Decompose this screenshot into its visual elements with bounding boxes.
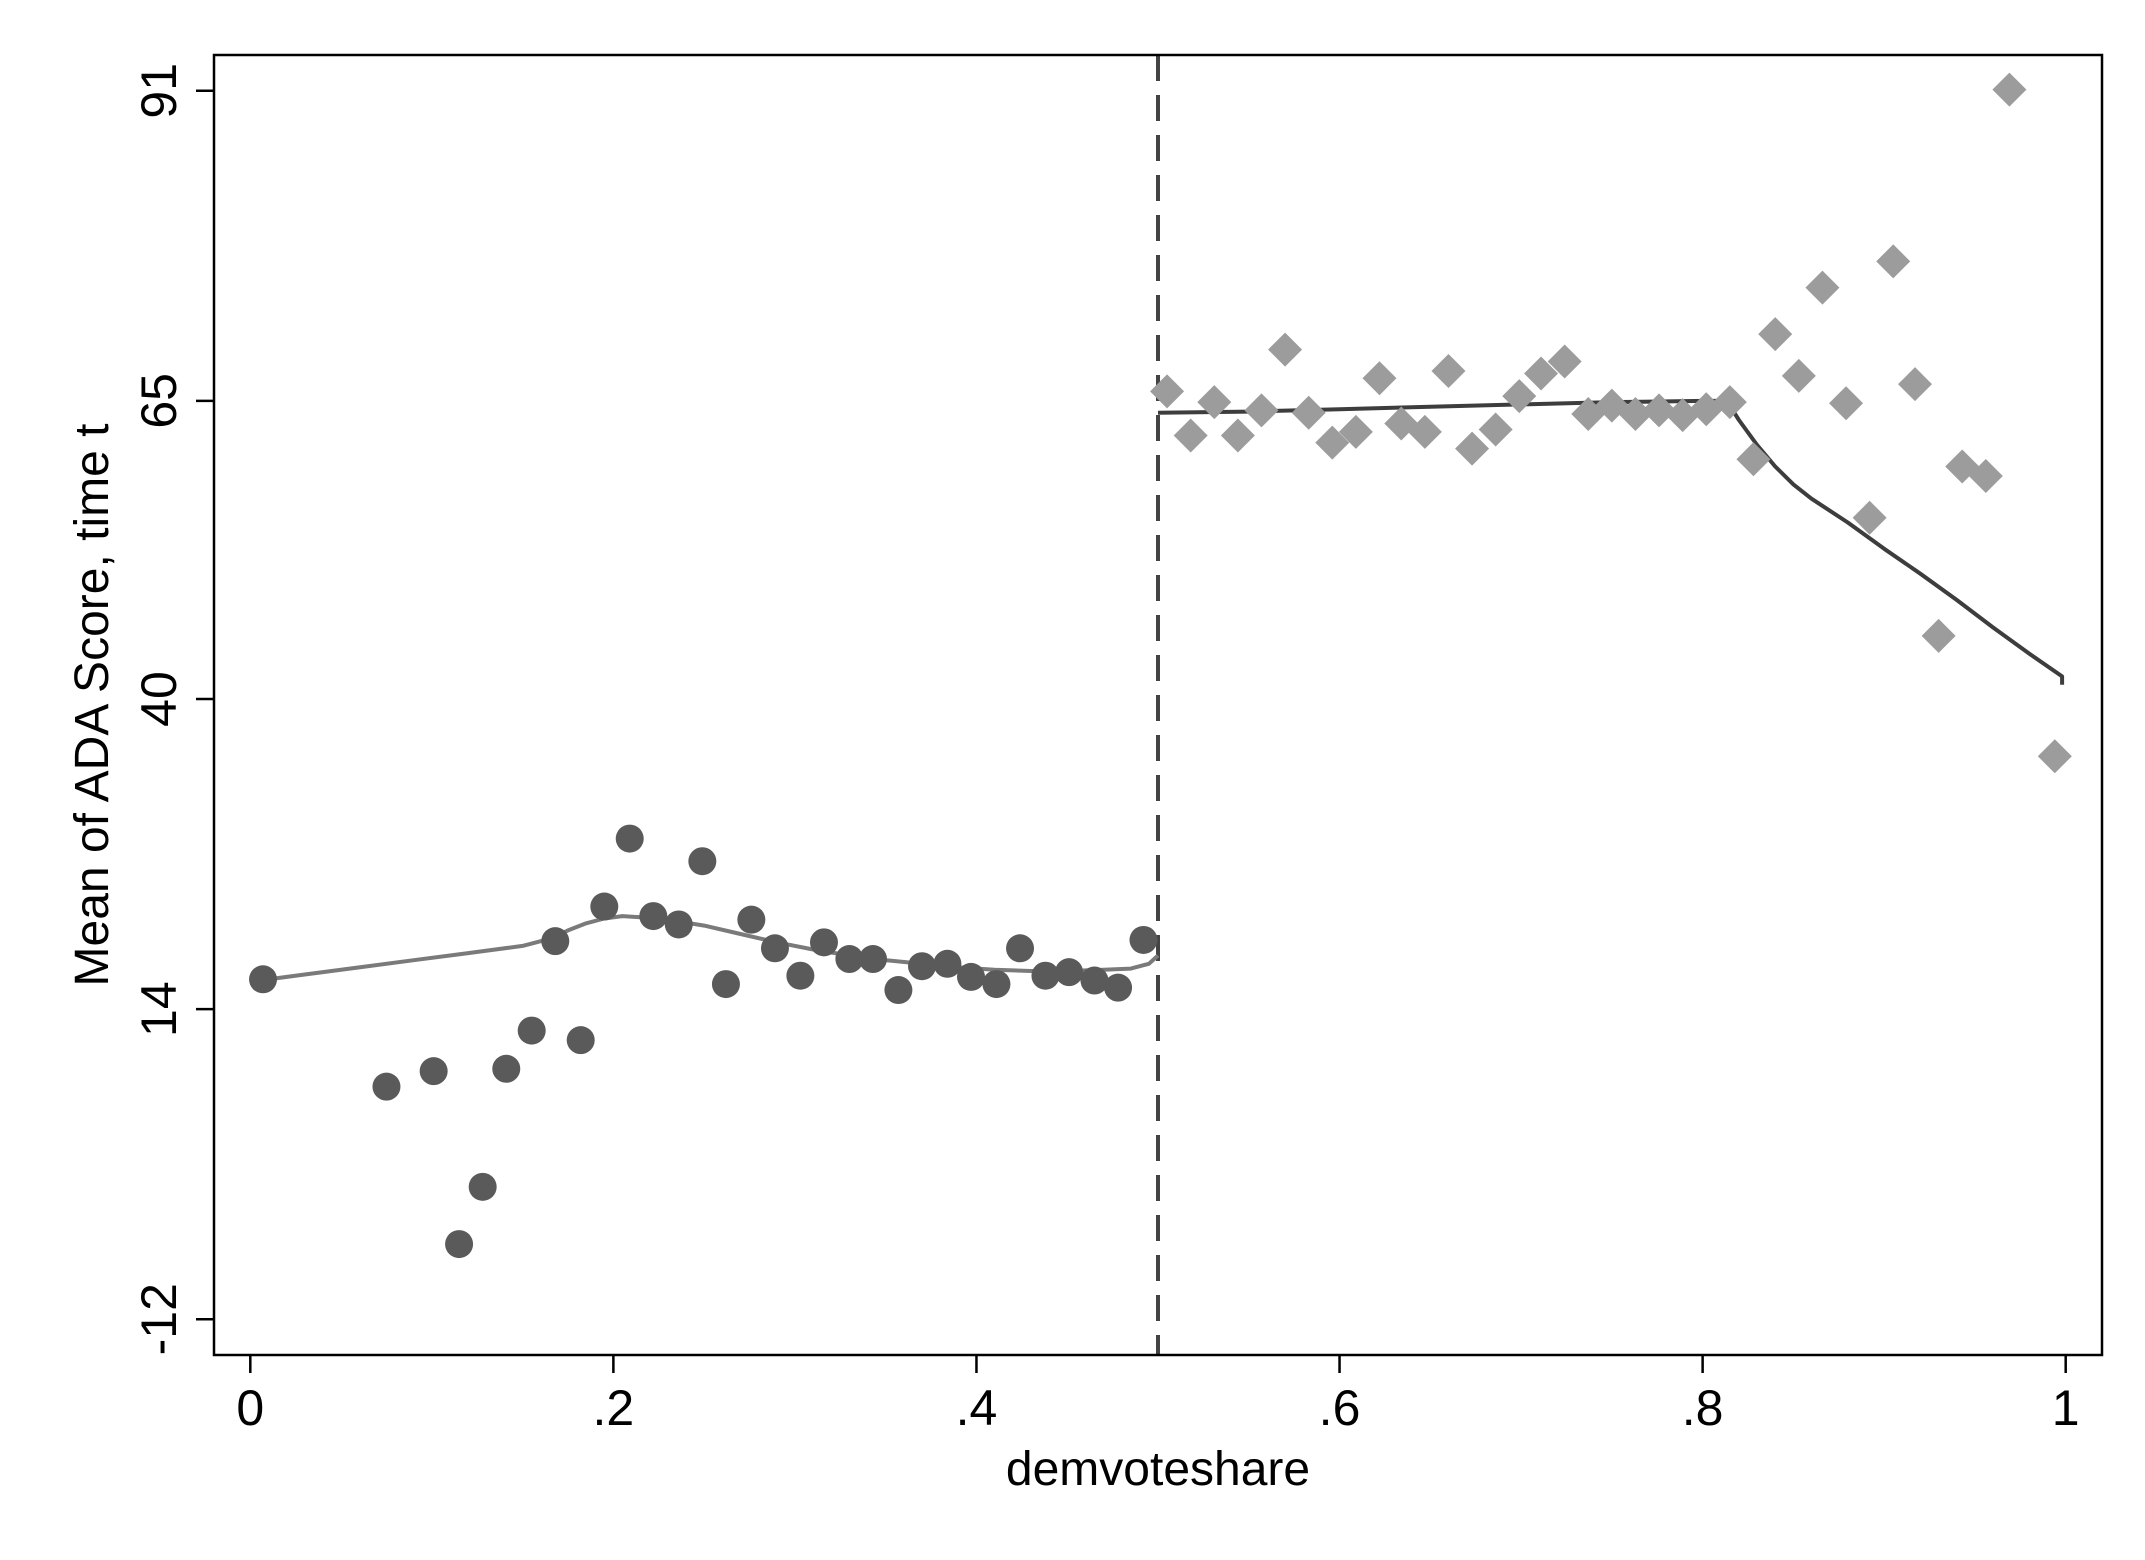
y-tick-label: 65: [131, 373, 187, 429]
scatter-point-circle: [372, 1072, 401, 1101]
scatter-point-diamond: [1876, 244, 1911, 279]
scatter-point-circle: [1129, 925, 1158, 954]
scatter-point-circle: [982, 970, 1011, 999]
scatter-point-circle: [1055, 958, 1084, 987]
scatter-point-circle: [1080, 966, 1109, 995]
x-tick-label: 0: [236, 1380, 264, 1436]
scatter-point-circle: [908, 952, 936, 981]
scatter-point-diamond: [1712, 385, 1747, 420]
scatter-point-diamond: [2037, 739, 2072, 774]
scatter-point-circle: [711, 970, 740, 999]
y-tick-label: 91: [131, 63, 187, 119]
scatter-point-diamond: [1758, 317, 1793, 352]
scatter-point-circle: [957, 962, 986, 991]
scatter-point-diamond: [1431, 354, 1466, 389]
x-tick-label: .8: [1682, 1380, 1724, 1436]
scatter-point-diamond: [1455, 431, 1490, 466]
y-tick-label: 14: [131, 981, 187, 1037]
scatter-point-diamond: [1736, 442, 1771, 477]
x-tick-label: .2: [593, 1380, 635, 1436]
scatter-point-diamond: [1315, 425, 1350, 460]
scatter-point-circle: [786, 961, 815, 990]
scatter-point-diamond: [1173, 418, 1208, 453]
scatter-point-diamond: [1524, 356, 1559, 391]
scatter-point-diamond: [1992, 72, 2027, 107]
scatter-point-diamond: [1665, 398, 1700, 433]
scatter-point-diamond: [1642, 393, 1677, 428]
scatter-point-circle: [590, 892, 619, 921]
scatter-point-circle: [1006, 934, 1035, 963]
scatter-point-diamond: [1852, 500, 1887, 535]
scatter-point-circle: [517, 1016, 546, 1045]
scatter-point-circle: [835, 945, 864, 974]
scatter-point-circle: [419, 1057, 448, 1086]
scatter-point-diamond: [1781, 358, 1816, 393]
scatter-point-circle: [1104, 973, 1133, 1002]
scatter-point-diamond: [1618, 396, 1653, 431]
scatter-point-diamond: [1898, 367, 1933, 402]
scatter-point-diamond: [1291, 395, 1326, 430]
x-tick-label: 1: [2052, 1380, 2080, 1436]
scatter-point-diamond: [1150, 374, 1185, 409]
chart-marks: [249, 55, 2072, 1355]
scatter-point-circle: [760, 934, 789, 963]
plot-frame: [212, 53, 2104, 1357]
scatter-point-circle: [664, 910, 693, 939]
scatter-point-diamond: [1968, 459, 2003, 494]
scatter-point-diamond: [1362, 361, 1397, 396]
scatter-point-diamond: [1244, 393, 1279, 428]
scatter-point-circle: [884, 976, 913, 1005]
scatter-point-diamond: [1805, 270, 1840, 305]
scatter-point-diamond: [1220, 418, 1255, 453]
scatter-point-circle: [468, 1172, 497, 1201]
chart-axes: 0 .2 .4 .6 .8 1 -12 14 40 65 91: [131, 53, 2104, 1436]
scatter-point-circle: [858, 945, 887, 974]
scatter-point-diamond: [1268, 332, 1303, 367]
scatter-point-circle: [933, 949, 962, 978]
scatter-point-circle: [639, 902, 668, 931]
scatter-point-diamond: [1197, 385, 1232, 420]
scatter-point-circle: [615, 824, 644, 853]
scatter-point-diamond: [1338, 414, 1373, 449]
scatter-point-diamond: [1921, 618, 1956, 653]
scatter-point-circle: [249, 965, 278, 994]
x-axis-title: demvoteshare: [1006, 1443, 1310, 1496]
scatter-point-diamond: [1407, 414, 1442, 449]
scatter-point-circle: [445, 1230, 474, 1259]
y-axis-title: Mean of ADA Score, time t: [66, 424, 119, 987]
scatter-point-circle: [809, 928, 838, 957]
scatter-point-circle: [566, 1026, 595, 1055]
x-tick-label: .4: [956, 1380, 998, 1436]
scatter-point-circle: [492, 1054, 521, 1083]
scatter-point-circle: [541, 927, 570, 956]
scatter-point-diamond: [1829, 386, 1864, 421]
scatter-point-diamond: [1478, 412, 1513, 447]
y-tick-label: 40: [131, 671, 187, 727]
y-tick-label: -12: [131, 1283, 187, 1355]
scatter-point-circle: [1031, 961, 1060, 990]
scatter-point-circle: [737, 905, 766, 934]
scatter-point-diamond: [1547, 344, 1582, 379]
x-tick-label: .6: [1319, 1380, 1361, 1436]
scatter-point-diamond: [1502, 379, 1537, 414]
scatter-point-circle: [688, 847, 717, 876]
